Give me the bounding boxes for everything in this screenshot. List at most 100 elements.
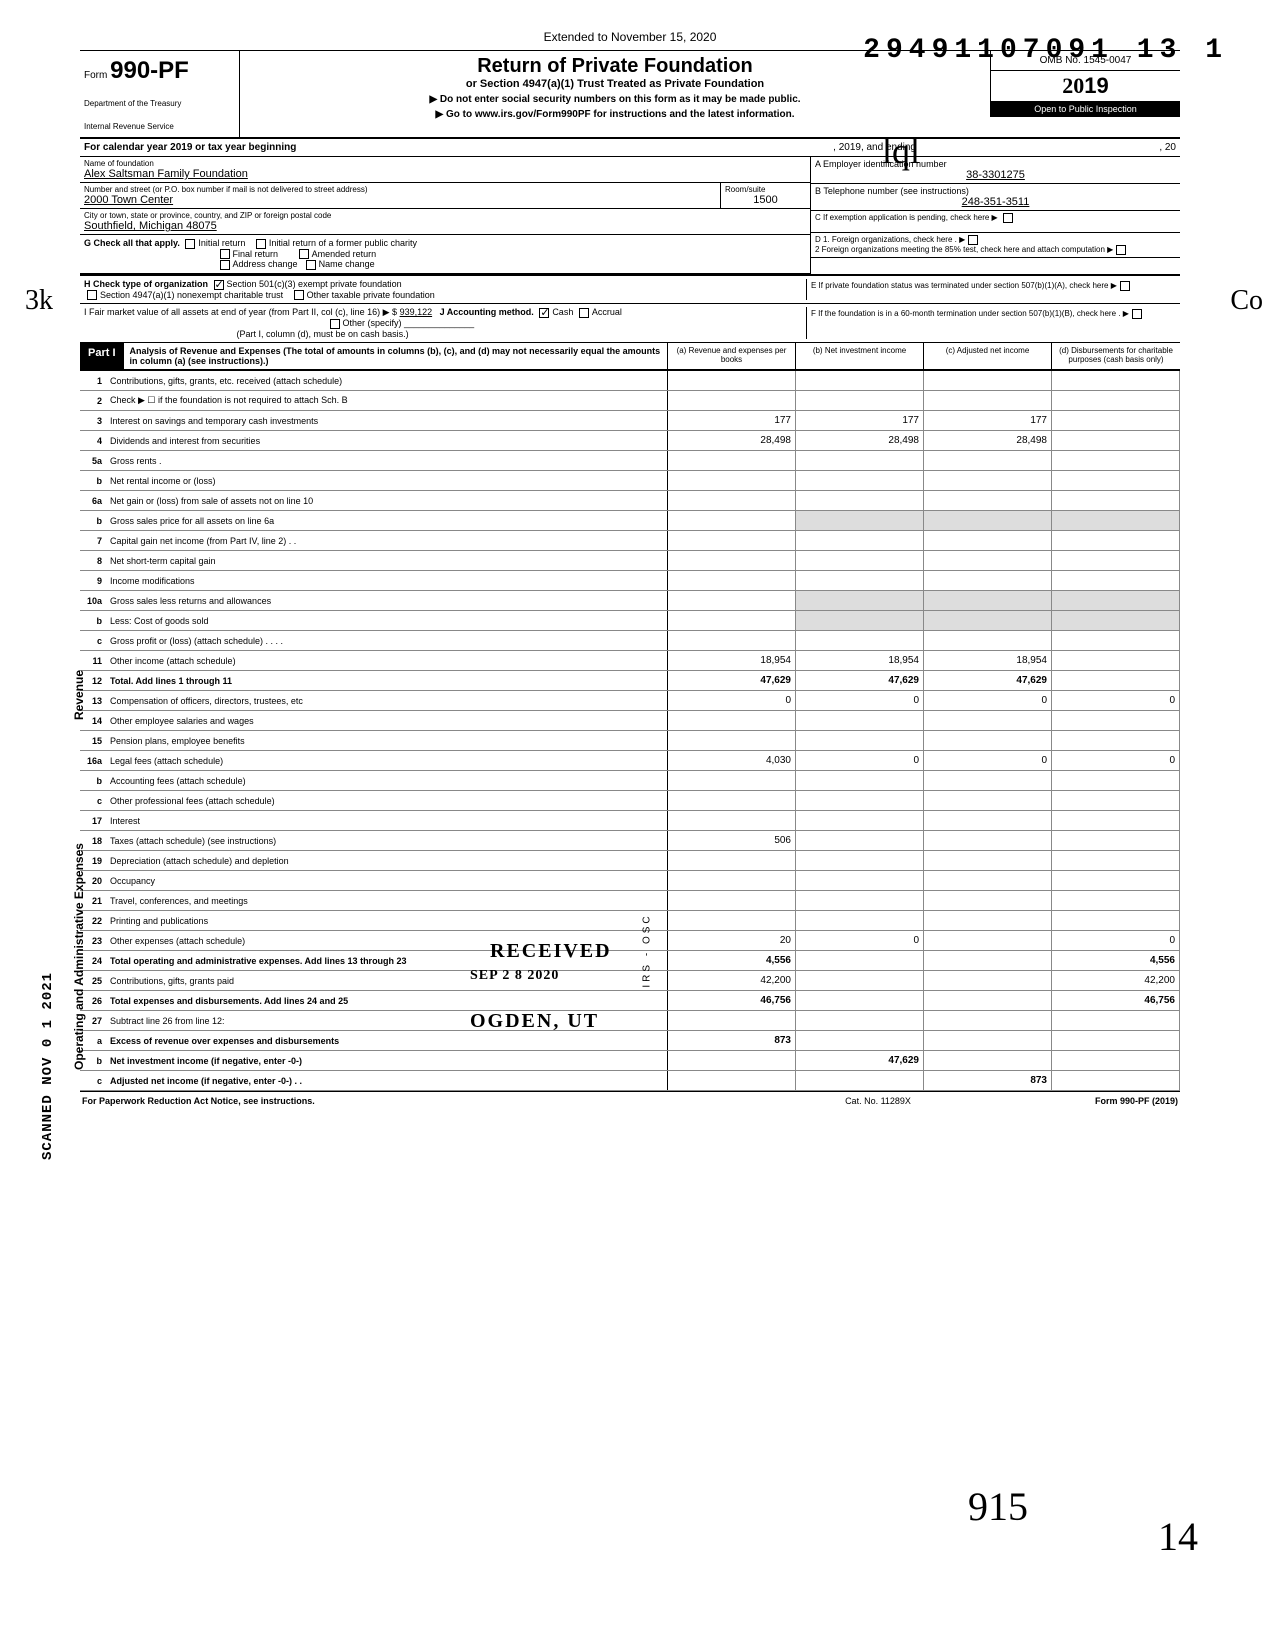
row-col-b: 18,954 [796, 651, 924, 671]
row-col-d [1052, 1011, 1180, 1031]
chk-exemption-pending[interactable] [1003, 213, 1013, 223]
table-row: 24Total operating and administrative exp… [80, 951, 1180, 971]
opt-amended: Amended return [312, 249, 377, 259]
row-desc: Occupancy [106, 871, 668, 891]
row-col-a: 20 [668, 931, 796, 951]
opt-4947: Section 4947(a)(1) nonexempt charitable … [100, 290, 283, 300]
chk-85pct[interactable] [1116, 245, 1126, 255]
chk-final-return[interactable] [220, 249, 230, 259]
row-col-c [924, 531, 1052, 551]
row-col-a: 4,030 [668, 751, 796, 771]
table-row: 9Income modifications [80, 571, 1180, 591]
h-label: H Check type of organization [84, 279, 208, 289]
row-col-a: 18,954 [668, 651, 796, 671]
row-col-d [1052, 891, 1180, 911]
opt-501c3: Section 501(c)(3) exempt private foundat… [227, 279, 402, 289]
row-col-b [796, 791, 924, 811]
chk-other-taxable[interactable] [294, 290, 304, 300]
city-label: City or town, state or province, country… [84, 211, 806, 220]
line-i: I Fair market value of all assets at end… [80, 304, 1180, 343]
row-col-d [1052, 551, 1180, 571]
chk-terminated[interactable] [1120, 281, 1130, 291]
row-col-d: 46,756 [1052, 991, 1180, 1011]
chk-accrual[interactable] [579, 308, 589, 318]
row-col-d [1052, 831, 1180, 851]
part1-desc: Analysis of Revenue and Expenses (The to… [124, 343, 668, 369]
chk-former-charity[interactable] [256, 239, 266, 249]
row-col-a [668, 451, 796, 471]
row-col-b [796, 711, 924, 731]
row-col-a: 506 [668, 831, 796, 851]
row-desc: Capital gain net income (from Part IV, l… [106, 531, 668, 551]
row-desc: Total. Add lines 1 through 11 [106, 671, 668, 691]
row-col-b [796, 871, 924, 891]
chk-initial-return[interactable] [185, 239, 195, 249]
row-col-a: 42,200 [668, 971, 796, 991]
fmv-value: 939,122 [400, 307, 433, 317]
part1-header: Part I Analysis of Revenue and Expenses … [80, 343, 1180, 371]
ein-value: 38-3301275 [815, 169, 1176, 181]
chk-name-change[interactable] [306, 260, 316, 270]
chk-4947[interactable] [87, 290, 97, 300]
handwritten-initials: lql [882, 130, 920, 172]
row-col-a [668, 871, 796, 891]
row-col-c [924, 571, 1052, 591]
table-row: bAccounting fees (attach schedule) [80, 771, 1180, 791]
row-desc: Interest [106, 811, 668, 831]
row-col-a [668, 551, 796, 571]
g-label: G Check all that apply. [84, 238, 180, 248]
row-col-a [668, 1011, 796, 1031]
row-col-a [668, 571, 796, 591]
row-col-d: 42,200 [1052, 971, 1180, 991]
chk-501c3[interactable] [214, 280, 224, 290]
chk-cash[interactable] [539, 308, 549, 318]
row-col-d [1052, 851, 1180, 871]
row-desc: Excess of revenue over expenses and disb… [106, 1031, 668, 1051]
table-row: cAdjusted net income (if negative, enter… [80, 1071, 1180, 1091]
row-col-b [796, 451, 924, 471]
chk-other-method[interactable] [330, 319, 340, 329]
opt-initial-return: Initial return [198, 238, 245, 248]
row-col-b: 177 [796, 411, 924, 431]
stamp-irs-osc: IRS - OSC [642, 913, 653, 987]
row-col-d [1052, 371, 1180, 391]
row-col-c [924, 611, 1052, 631]
row-desc: Total expenses and disbursements. Add li… [106, 991, 668, 1011]
row-col-c [924, 991, 1052, 1011]
row-col-d [1052, 591, 1180, 611]
form-subtitle: or Section 4947(a)(1) Trust Treated as P… [244, 78, 986, 90]
row-col-a [668, 771, 796, 791]
foundation-name: Alex Saltsman Family Foundation [84, 168, 806, 180]
row-num: 1 [80, 371, 106, 391]
row-col-a [668, 1071, 796, 1091]
chk-foreign-org[interactable] [968, 235, 978, 245]
chk-amended[interactable] [299, 249, 309, 259]
row-col-b [796, 1031, 924, 1051]
row-desc: Net short-term capital gain [106, 551, 668, 571]
table-row: 1Contributions, gifts, grants, etc. rece… [80, 371, 1180, 391]
row-col-a [668, 611, 796, 631]
side-label-operating: Operating and Administrative Expenses [72, 843, 86, 1070]
ssn-warning: ▶ Do not enter social security numbers o… [244, 94, 986, 105]
margin-handwriting-left: 3k [25, 285, 53, 317]
row-desc: Depreciation (attach schedule) and deple… [106, 851, 668, 871]
row-desc: Check ▶ ☐ if the foundation is not requi… [106, 391, 668, 411]
row-col-c: 18,954 [924, 651, 1052, 671]
row-num: 2 [80, 391, 106, 411]
chk-60month[interactable] [1132, 309, 1142, 319]
row-col-d [1052, 511, 1180, 531]
table-row: 16aLegal fees (attach schedule)4,030000 [80, 751, 1180, 771]
page-footer: For Paperwork Reduction Act Notice, see … [80, 1091, 1180, 1110]
row-num: 6a [80, 491, 106, 511]
footer-left: For Paperwork Reduction Act Notice, see … [82, 1096, 778, 1106]
chk-address-change[interactable] [220, 260, 230, 270]
table-row: 26Total expenses and disbursements. Add … [80, 991, 1180, 1011]
row-col-c [924, 731, 1052, 751]
row-col-a [668, 491, 796, 511]
public-inspection: Open to Public Inspection [991, 101, 1180, 117]
table-row: 6aNet gain or (loss) from sale of assets… [80, 491, 1180, 511]
row-col-c [924, 871, 1052, 891]
row-col-b [796, 551, 924, 571]
table-row: 12Total. Add lines 1 through 1147,62947,… [80, 671, 1180, 691]
row-col-c [924, 451, 1052, 471]
